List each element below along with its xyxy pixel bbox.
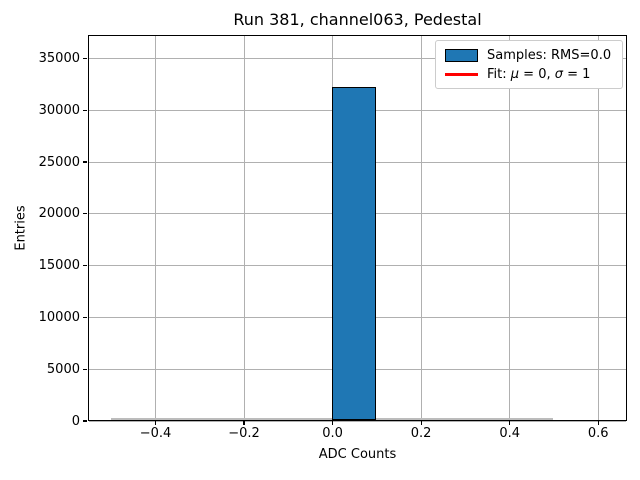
x-gridline (509, 36, 511, 420)
legend: Samples: RMS=0.0 Fit: μ = 0, σ = 1 (435, 40, 623, 89)
y-tick-label: 20000 (38, 206, 80, 222)
x-tick-label: 0.2 (410, 426, 432, 441)
y-tick-mark (82, 57, 87, 59)
legend-entry-samples: Samples: RMS=0.0 (445, 46, 614, 65)
y-gridline (89, 420, 626, 422)
x-gridline (420, 36, 422, 420)
chart-title: Run 381, channel063, Pedestal (233, 10, 482, 29)
x-gridline (155, 36, 156, 420)
x-tick-mark (154, 421, 157, 425)
y-tick-label: 25000 (38, 154, 80, 170)
y-tick-label: 15000 (38, 258, 80, 274)
y-tick-mark (82, 316, 87, 318)
y-tick-mark (82, 265, 87, 267)
x-gridline (243, 36, 245, 420)
x-tick-mark (243, 421, 245, 425)
histogram-swatch-icon (445, 49, 478, 62)
histogram-bar (332, 86, 377, 421)
y-tick-mark (82, 368, 87, 370)
y-tick-label: 30000 (38, 102, 80, 118)
y-tick-mark (82, 109, 87, 111)
y-tick-mark (82, 420, 87, 422)
x-tick-mark (597, 421, 599, 425)
y-tick-label: 35000 (38, 50, 80, 66)
y-gridline (89, 57, 626, 59)
x-tick-label: −0.2 (228, 426, 260, 441)
x-tick-mark (420, 421, 422, 425)
x-tick-label: −0.4 (139, 426, 172, 441)
fit-line-swatch-icon (445, 73, 478, 76)
x-tick-label: 0.0 (322, 426, 343, 441)
x-axis-label: ADC Counts (318, 447, 397, 462)
y-tick-mark (82, 213, 87, 215)
x-tick-label: 0.6 (587, 426, 609, 441)
x-tick-mark (331, 421, 334, 425)
y-tick-label: 5000 (46, 361, 80, 377)
legend-label-fit: Fit: μ = 0, σ = 1 (487, 66, 591, 82)
plot-area (88, 35, 627, 422)
y-tick-label: 10000 (38, 309, 80, 325)
y-tick-mark (82, 161, 87, 163)
x-tick-mark (509, 421, 511, 425)
y-tick-label: 0 (71, 413, 80, 429)
legend-entry-fit: Fit: μ = 0, σ = 1 (445, 65, 614, 84)
legend-label-samples: Samples: RMS=0.0 (487, 47, 612, 63)
x-tick-label: 0.4 (499, 426, 521, 441)
zero-bins-outline (110, 418, 554, 420)
x-gridline (597, 36, 599, 420)
